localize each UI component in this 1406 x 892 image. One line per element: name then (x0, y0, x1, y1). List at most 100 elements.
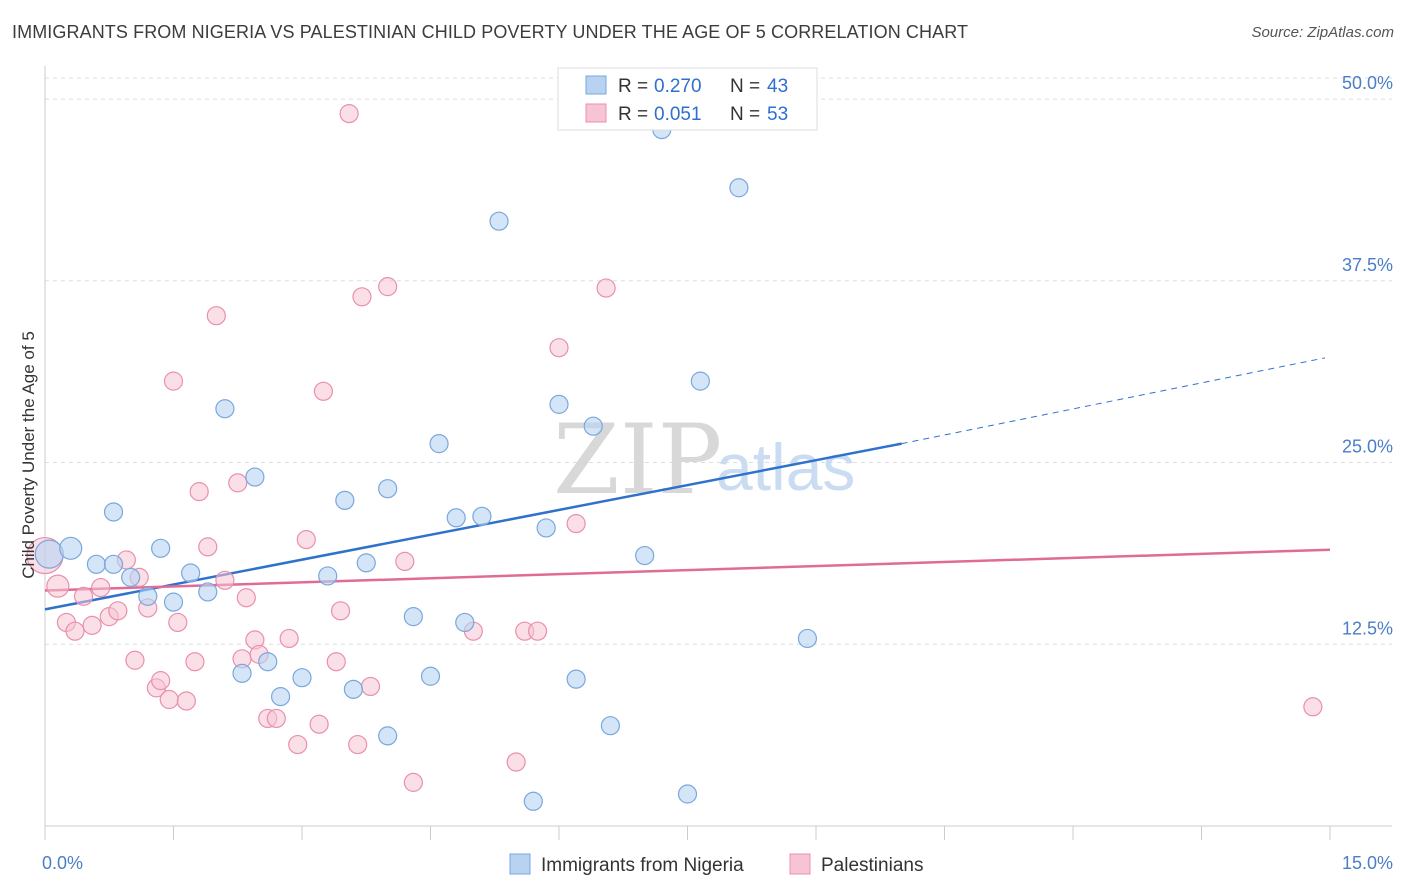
data-point-palestinians (125, 650, 145, 670)
bottom-legend-label-palestinians: Palestinians (821, 855, 923, 876)
data-point-palestinians (339, 104, 359, 124)
data-point-palestinians (330, 601, 351, 621)
data-point-nigeria (455, 612, 475, 633)
chart-title: IMMIGRANTS FROM NIGERIA VS PALESTINIAN C… (12, 22, 969, 42)
axis-layer: 12.5% 25.0% 37.5% 50.0% 0.0% 15.0% (42, 66, 1393, 873)
y-tick-label: 37.5% (1342, 255, 1393, 275)
legend-n-label-2: N = (730, 104, 760, 125)
data-point-palestinians (176, 691, 196, 711)
data-point-palestinians (73, 586, 94, 606)
y-tick-label: 50.0% (1342, 73, 1393, 93)
data-point-palestinians (395, 551, 415, 572)
data-point-nigeria (258, 652, 278, 672)
legend: R = 0.270 N = 43 R = 0.051 N = 53 (557, 67, 818, 131)
x-tick-label: 15.0% (1342, 853, 1393, 873)
data-point-palestinians (549, 338, 569, 358)
data-point-palestinians (236, 588, 256, 608)
data-point-palestinians (198, 537, 218, 557)
data-point-palestinians (151, 671, 171, 691)
data-point-nigeria (403, 607, 423, 627)
data-point-palestinians (46, 574, 70, 598)
data-point-nigeria (103, 554, 124, 574)
data-point-palestinians (313, 381, 334, 401)
data-point-palestinians (596, 278, 616, 298)
data-point-palestinians (215, 570, 235, 590)
data-point-nigeria (472, 506, 492, 526)
data-point-palestinians (506, 752, 526, 772)
legend-n-label-1: N = (730, 76, 760, 97)
data-point-nigeria (378, 479, 398, 499)
y-axis-label: Child Poverty Under the Age of 5 (19, 331, 38, 579)
data-point-nigeria (677, 784, 698, 804)
data-point-nigeria (536, 518, 556, 538)
bottom-legend-swatch-palestinians (789, 853, 811, 875)
grid-layer (45, 77, 1392, 645)
legend-swatch-palestinians (585, 103, 607, 123)
data-point-palestinians (1303, 697, 1323, 717)
data-point-nigeria (292, 668, 312, 688)
data-point-palestinians (566, 513, 586, 534)
legend-n-value-2: 53 (767, 104, 788, 125)
data-point-palestinians (91, 577, 111, 598)
chart-source: Source: ZipAtlas.com (1251, 24, 1394, 41)
data-point-palestinians (206, 306, 226, 326)
data-point-nigeria (797, 628, 818, 649)
data-point-palestinians (403, 772, 423, 792)
data-point-nigeria (356, 553, 376, 573)
data-point-nigeria (729, 178, 749, 198)
y-tick-label: 12.5% (1342, 618, 1393, 638)
bottom-legend: Immigrants from Nigeria Palestinians (509, 853, 923, 876)
data-point-nigeria (566, 669, 586, 689)
data-point-nigeria (583, 416, 603, 436)
legend-n-value-1: 43 (767, 76, 788, 97)
data-point-nigeria (86, 554, 107, 574)
bottom-legend-label-nigeria: Immigrants from Nigeria (541, 855, 744, 876)
legend-swatch-nigeria (585, 75, 607, 95)
data-point-nigeria (523, 791, 543, 811)
data-point-nigeria (378, 726, 398, 746)
legend-r-label-2: R = (618, 104, 648, 125)
data-point-palestinians (82, 615, 102, 635)
trend-line-nigeria (44, 442, 902, 611)
data-point-palestinians (360, 676, 381, 697)
data-point-nigeria (446, 508, 466, 528)
x-tick-label: 0.0% (42, 853, 83, 873)
data-point-nigeria (198, 582, 218, 602)
data-point-nigeria (34, 539, 64, 569)
trend-line-palestinians (44, 548, 1331, 592)
data-point-nigeria (59, 536, 83, 560)
data-point-nigeria (549, 394, 569, 414)
data-point-nigeria (270, 687, 291, 707)
data-point-nigeria (420, 666, 441, 686)
data-point-nigeria (690, 371, 710, 391)
points-layer (26, 89, 1323, 811)
data-point-palestinians (266, 708, 286, 729)
data-point-palestinians (348, 734, 368, 755)
data-point-nigeria (335, 490, 355, 510)
data-point-nigeria (429, 434, 449, 454)
legend-r-value-2: 0.051 (654, 104, 702, 125)
data-point-palestinians (309, 714, 329, 734)
data-point-palestinians (185, 652, 205, 672)
bottom-legend-swatch-nigeria (509, 853, 531, 875)
data-point-nigeria (215, 399, 235, 419)
y-tick-label: 25.0% (1342, 437, 1393, 457)
data-point-palestinians (352, 287, 372, 307)
data-point-palestinians (108, 601, 128, 621)
data-point-palestinians (228, 473, 248, 493)
legend-r-value-1: 0.270 (654, 76, 702, 97)
data-point-palestinians (378, 277, 398, 297)
data-point-nigeria (103, 502, 124, 522)
data-point-nigeria (151, 538, 171, 558)
data-point-palestinians (163, 371, 184, 391)
data-point-nigeria (245, 467, 265, 487)
data-point-palestinians (279, 628, 299, 649)
data-point-palestinians (65, 621, 85, 641)
watermark-zip: ZIP (553, 404, 722, 516)
data-point-palestinians (189, 482, 209, 502)
data-point-palestinians (288, 734, 308, 755)
data-point-palestinians (296, 529, 316, 550)
data-point-nigeria (343, 679, 363, 699)
data-point-nigeria (232, 663, 252, 683)
